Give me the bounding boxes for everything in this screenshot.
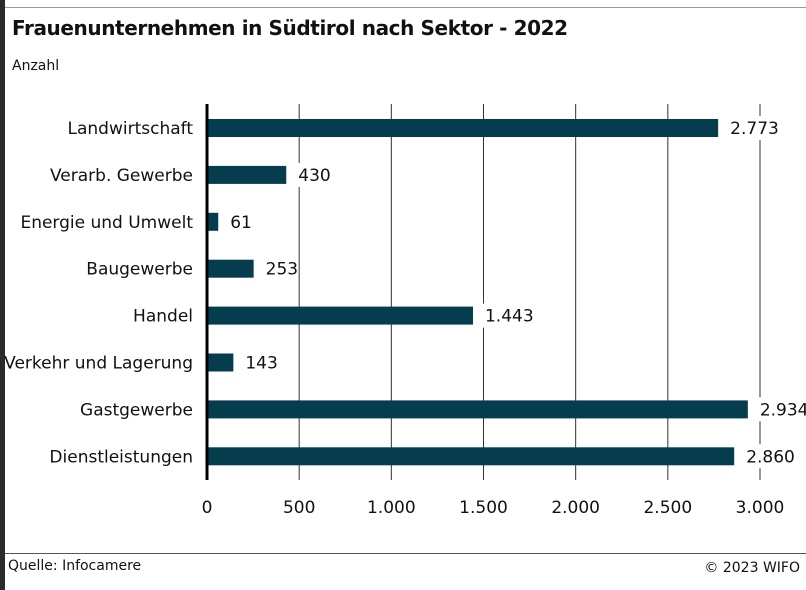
- value-label: 253: [266, 260, 298, 280]
- value-label: 61: [230, 213, 252, 233]
- category-label: Handel: [133, 307, 193, 327]
- left-border: [0, 0, 5, 590]
- bar: [208, 447, 735, 466]
- x-tick-label: 2.500: [643, 498, 692, 518]
- x-tick-label: 1.500: [459, 498, 508, 518]
- footer-divider: [5, 553, 806, 554]
- value-label: 2.773: [730, 119, 779, 139]
- value-label: 1.443: [485, 307, 534, 327]
- category-label: Energie und Umwelt: [20, 213, 193, 233]
- bar: [208, 306, 473, 325]
- category-label: Baugewerbe: [86, 260, 193, 280]
- value-label: 2.860: [746, 447, 795, 467]
- value-label-backdrop: [740, 444, 799, 469]
- labels: 0 500 1.000 1.500 2.000 2.500 3.000 2.773 Landwi…: [4, 119, 806, 518]
- value-label-backdrop: [224, 209, 254, 234]
- bar: [208, 165, 287, 184]
- chart-title: Frauenunternehmen in Südtirol nach Sekto…: [12, 16, 568, 40]
- source-note: Quelle: Infocamere: [8, 558, 142, 574]
- top-divider: [5, 7, 806, 8]
- unit-label: Anzahl: [12, 58, 60, 74]
- category-label: Gastgewerbe: [80, 400, 193, 420]
- value-label-backdrop: [292, 162, 332, 187]
- gridlines: [205, 104, 761, 480]
- value-label-backdrop: [478, 303, 537, 328]
- x-tick-label: 1.000: [367, 498, 416, 518]
- category-label: Landwirtschaft: [68, 119, 194, 139]
- copyright-note: © 2023 WIFO: [704, 560, 800, 576]
- value-label-backdrop: [753, 397, 806, 422]
- value-label-backdrop: [259, 256, 299, 281]
- value-label-backdrop: [724, 116, 783, 140]
- category-label: Verkehr und Lagerung: [4, 354, 193, 374]
- value-label: 430: [298, 166, 330, 186]
- bar: [208, 212, 219, 231]
- bar: [208, 259, 254, 278]
- value-label: 2.934: [760, 400, 806, 420]
- x-tick-label: 3.000: [736, 498, 785, 518]
- value-label: 143: [245, 354, 277, 374]
- category-label: Dienstleistungen: [49, 447, 193, 467]
- category-label: Verarb. Gewerbe: [50, 166, 193, 186]
- bar: [208, 353, 234, 372]
- x-tick-label: 2.000: [551, 498, 600, 518]
- x-tick-label: 500: [283, 498, 315, 518]
- x-tick-label: 0: [202, 498, 213, 518]
- bar: [208, 119, 719, 137]
- value-label-backdrop: [239, 350, 279, 375]
- bar: [208, 400, 748, 419]
- bars: [208, 116, 806, 469]
